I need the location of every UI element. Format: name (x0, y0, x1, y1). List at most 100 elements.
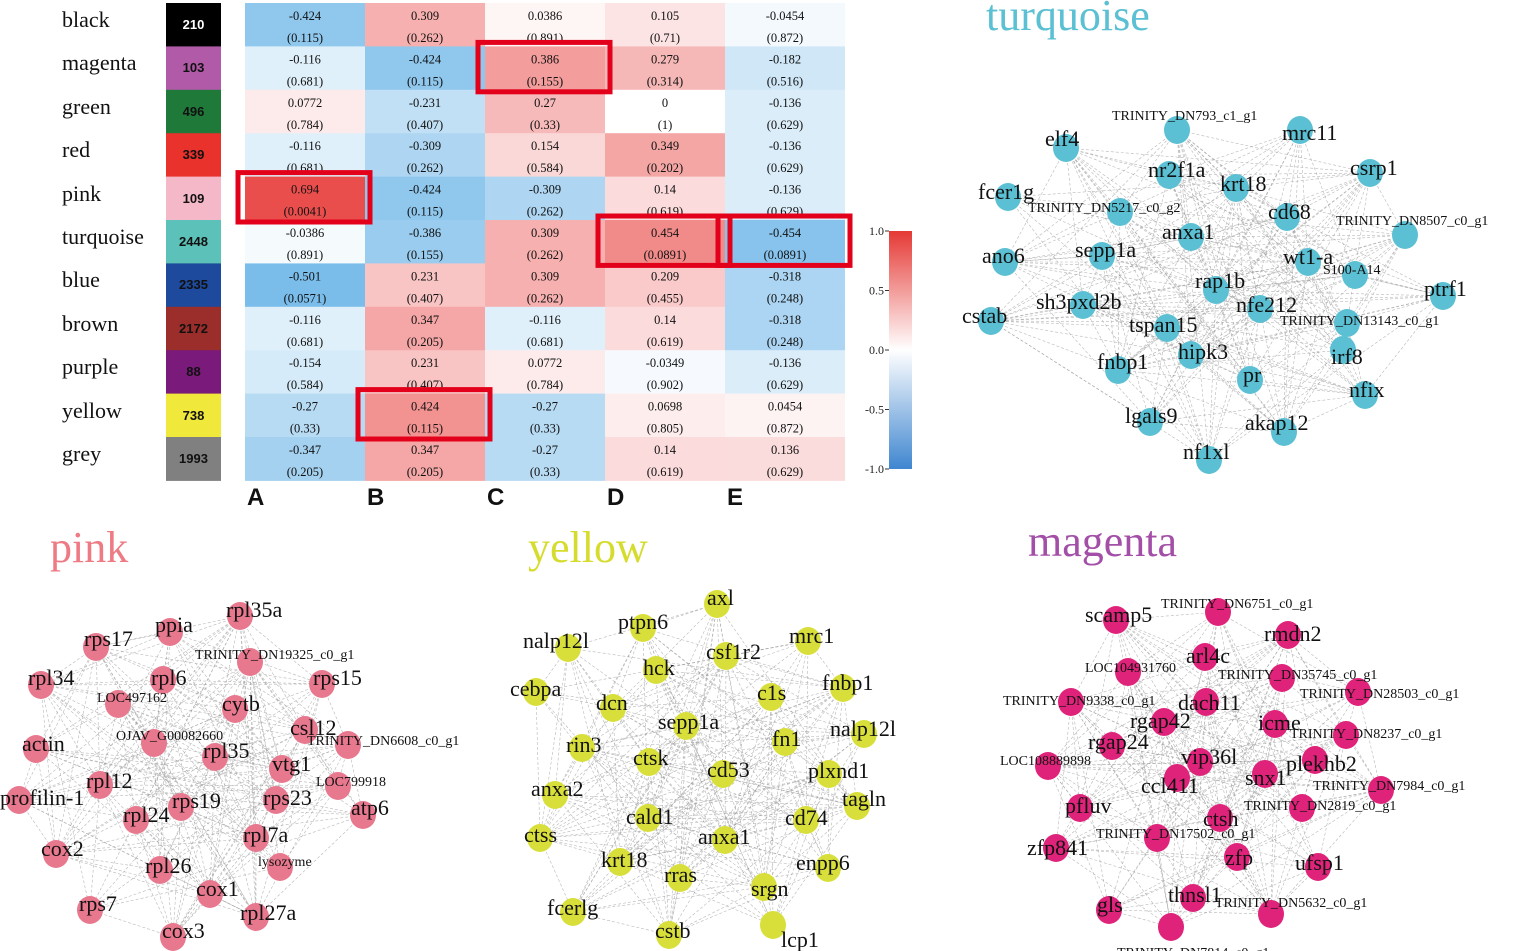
network-node[interactable] (816, 760, 842, 788)
network-node[interactable] (815, 854, 841, 882)
network-node[interactable] (1352, 381, 1378, 409)
network-node[interactable] (607, 848, 633, 876)
network-node[interactable] (630, 614, 656, 642)
network-node[interactable] (243, 903, 269, 931)
network-node[interactable] (1107, 198, 1133, 226)
network-node[interactable] (1302, 746, 1328, 774)
network-node[interactable] (1430, 282, 1456, 310)
network-node[interactable] (1271, 418, 1297, 446)
network-node[interactable] (1151, 708, 1177, 736)
network-node[interactable] (523, 678, 549, 706)
network-node[interactable] (635, 804, 661, 832)
network-node[interactable] (1334, 309, 1360, 337)
network-node[interactable] (710, 760, 736, 788)
network-node[interactable] (263, 786, 289, 814)
network-node[interactable] (1269, 664, 1295, 692)
network-node[interactable] (335, 731, 361, 759)
network-node[interactable] (87, 771, 113, 799)
network-node[interactable] (555, 634, 581, 662)
network-node[interactable] (1192, 643, 1218, 671)
network-node[interactable] (600, 694, 626, 722)
network-node[interactable] (1193, 688, 1219, 716)
network-node[interactable] (569, 734, 595, 762)
network-node[interactable] (1154, 314, 1180, 342)
network-node[interactable] (1178, 341, 1204, 369)
network-node[interactable] (147, 856, 173, 884)
network-node[interactable] (712, 826, 738, 854)
network-node[interactable] (1058, 688, 1084, 716)
network-node[interactable] (1053, 134, 1079, 162)
network-node[interactable] (1158, 913, 1184, 941)
network-node[interactable] (1224, 843, 1250, 871)
network-node[interactable] (978, 307, 1004, 335)
network-node[interactable] (237, 648, 263, 676)
network-node[interactable] (667, 864, 693, 892)
network-node[interactable] (758, 683, 784, 711)
network-node[interactable] (527, 824, 553, 852)
network-node[interactable] (1247, 295, 1273, 323)
network-node[interactable] (1342, 261, 1368, 289)
network-node[interactable] (150, 666, 176, 694)
network-node[interactable] (160, 923, 186, 951)
network-node[interactable] (636, 748, 662, 776)
network-node[interactable] (309, 670, 335, 698)
network-node[interactable] (1357, 159, 1383, 187)
network-node[interactable] (350, 801, 376, 829)
network-node[interactable] (772, 728, 798, 756)
network-node[interactable] (830, 674, 856, 702)
network-node[interactable] (1252, 760, 1278, 788)
network-node[interactable] (227, 602, 253, 630)
network-node[interactable] (673, 712, 699, 740)
network-node[interactable] (1258, 900, 1284, 928)
network-node[interactable] (1035, 752, 1061, 780)
network-node[interactable] (292, 716, 318, 744)
network-node[interactable] (77, 896, 103, 924)
network-node[interactable] (1156, 161, 1182, 189)
network-node[interactable] (793, 806, 819, 834)
network-node[interactable] (1205, 598, 1231, 626)
network-node[interactable] (222, 695, 248, 723)
network-node[interactable] (83, 633, 109, 661)
network-node[interactable] (751, 873, 777, 901)
network-node[interactable] (1099, 732, 1125, 760)
network-node[interactable] (1070, 291, 1096, 319)
network-node[interactable] (995, 183, 1021, 211)
network-node[interactable] (168, 793, 194, 821)
network-node[interactable] (1137, 408, 1163, 436)
network-node[interactable] (23, 735, 49, 763)
network-node[interactable] (43, 840, 69, 868)
network-node[interactable] (1305, 853, 1331, 881)
network-node[interactable] (713, 642, 739, 670)
network-node[interactable] (1275, 621, 1301, 649)
network-node[interactable] (1223, 174, 1249, 202)
network-node[interactable] (1368, 776, 1394, 804)
network-node[interactable] (1295, 248, 1321, 276)
network-node[interactable] (1164, 764, 1190, 792)
network-node[interactable] (1330, 336, 1356, 364)
network-node[interactable] (267, 853, 293, 881)
network-node[interactable] (269, 755, 295, 783)
network-node[interactable] (141, 729, 167, 757)
network-node[interactable] (1262, 710, 1288, 738)
network-node[interactable] (28, 671, 54, 699)
network-node[interactable] (1274, 203, 1300, 231)
network-node[interactable] (1105, 356, 1131, 384)
network-node[interactable] (1196, 446, 1222, 474)
network-node[interactable] (1287, 116, 1313, 144)
network-node[interactable] (1115, 658, 1141, 686)
network-node[interactable] (1392, 221, 1418, 249)
network-node[interactable] (851, 720, 877, 748)
network-node[interactable] (560, 898, 586, 926)
network-node[interactable] (6, 786, 32, 814)
network-node[interactable] (202, 743, 228, 771)
network-node[interactable] (1096, 896, 1122, 924)
network-node[interactable] (992, 248, 1018, 276)
network-node[interactable] (105, 690, 131, 718)
network-node[interactable] (1289, 794, 1315, 822)
network-node[interactable] (542, 781, 568, 809)
network-node[interactable] (643, 656, 669, 684)
network-node[interactable] (123, 806, 149, 834)
network-node[interactable] (1103, 606, 1129, 634)
network-node[interactable] (1178, 223, 1204, 251)
network-node[interactable] (1187, 748, 1213, 776)
